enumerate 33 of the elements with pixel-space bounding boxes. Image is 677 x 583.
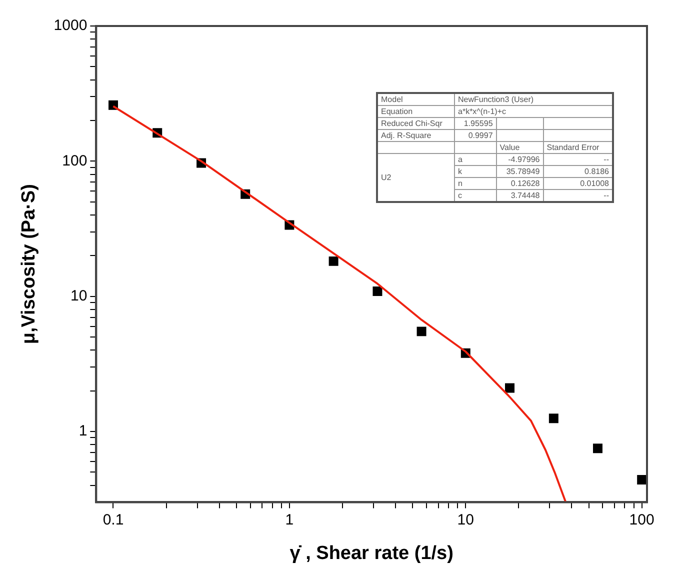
annotation: 0.8186 <box>543 166 613 178</box>
annotation: Value <box>496 142 544 154</box>
annotation: NewFunction3 (User) <box>454 93 613 106</box>
annotation: -- <box>543 190 613 202</box>
y-tick-label: 1 <box>78 422 88 440</box>
annotation: Model <box>377 93 454 106</box>
annotation: c <box>454 190 496 202</box>
x-axis-title: γ̇ , Shear rate (1/s) <box>290 542 454 564</box>
y-axis-title: μ,Viscosity (Pa·S) <box>18 184 40 344</box>
annotation: n <box>454 178 496 190</box>
annotation: Reduced Chi-Sqr <box>377 118 454 130</box>
annotation: 0.12628 <box>496 178 544 190</box>
annotation: k <box>454 166 496 178</box>
annotation: 0.9997 <box>454 130 496 142</box>
annotation: -4.97996 <box>496 154 544 166</box>
x-tick-label: 1 <box>285 511 294 528</box>
annotation: a <box>454 154 496 166</box>
x-tick-label: 100 <box>629 511 654 528</box>
annotation: Equation <box>377 106 454 118</box>
annotation: 35.78949 <box>496 166 544 178</box>
annotation: Standard Error <box>543 142 613 154</box>
annotation: 3.74448 <box>496 190 544 202</box>
annotation: -- <box>543 154 613 166</box>
annotation: Adj. R-Square <box>377 130 454 142</box>
annotation: U2 <box>377 154 454 202</box>
annotation: 0.01008 <box>543 178 613 190</box>
y-tick-label: 10 <box>70 287 88 304</box>
x-tick-label: 10 <box>457 511 474 528</box>
annotation: 1.95595 <box>454 118 496 130</box>
annotation: a*k*x^(n-1)+c <box>454 106 613 118</box>
y-tick-label: 100 <box>62 152 88 170</box>
y-tick-label: 1000 <box>54 17 88 34</box>
x-tick-label: 0.1 <box>102 511 124 528</box>
